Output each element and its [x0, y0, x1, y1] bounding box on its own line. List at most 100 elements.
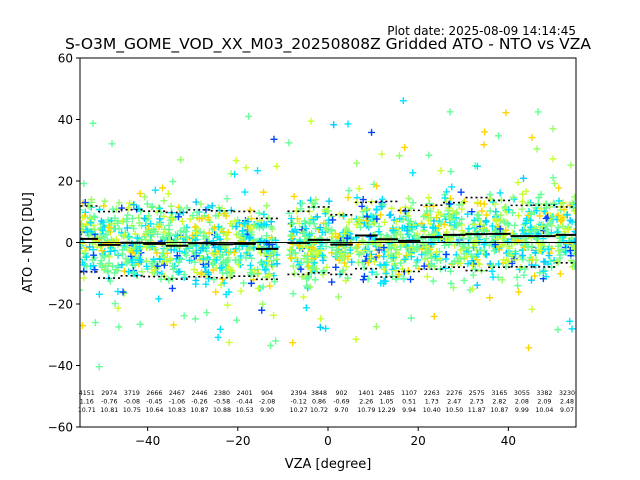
- scatter-point: [348, 258, 356, 266]
- bin-mean-label: 2.09: [537, 399, 551, 406]
- scatter-point: [508, 251, 516, 259]
- scatter-point: [237, 252, 245, 260]
- bin-mean-label: 0.86: [312, 399, 326, 406]
- scatter-point: [266, 252, 274, 260]
- scatter-point: [388, 272, 396, 280]
- scatter-point: [141, 193, 149, 201]
- scatter-point: [407, 275, 415, 283]
- scatter-point: [286, 245, 294, 253]
- scatter-point: [355, 185, 363, 193]
- scatter-point: [458, 205, 466, 213]
- scatter-point: [509, 193, 517, 201]
- scatter-point: [437, 167, 445, 175]
- scatter-point: [465, 244, 473, 252]
- scatter-point: [564, 239, 572, 247]
- scatter-point: [526, 216, 534, 224]
- bin-count-label: 2666: [146, 390, 162, 397]
- scatter-point: [80, 226, 86, 234]
- scatter-point: [428, 254, 436, 262]
- scatter-point: [297, 259, 305, 267]
- scatter-point: [100, 202, 108, 210]
- scatter-point: [359, 238, 367, 246]
- scatter-point: [267, 342, 275, 350]
- scatter-point: [225, 338, 233, 346]
- y-tick-label: −60: [48, 421, 73, 435]
- x-tick-label: −40: [135, 434, 160, 448]
- scatter-point: [486, 190, 494, 198]
- scatter-point: [339, 266, 347, 274]
- scatter-point: [237, 287, 245, 295]
- bin-mean-label: -0.76: [101, 399, 117, 406]
- scatter-point: [265, 271, 273, 279]
- scatter-point: [174, 213, 182, 221]
- scatter-point: [167, 246, 175, 254]
- scatter-point: [119, 288, 127, 296]
- scatter-point: [108, 262, 116, 270]
- scatter-point: [542, 273, 550, 281]
- scatter-point: [311, 276, 319, 284]
- scatter-point: [287, 231, 295, 239]
- scatter-point: [204, 268, 212, 276]
- scatter-point: [136, 243, 144, 251]
- bin-std-label: 9.90: [260, 407, 274, 414]
- scatter-point: [363, 213, 371, 221]
- bin-std-label: 10.04: [535, 407, 553, 414]
- scatter-point: [230, 249, 238, 257]
- scatter-point: [537, 190, 545, 198]
- scatter-point: [160, 197, 168, 205]
- scatter-point: [563, 211, 571, 219]
- scatter-point: [254, 284, 262, 292]
- scatter-point: [316, 224, 324, 232]
- scatter-point: [533, 207, 541, 215]
- scatter-point: [343, 234, 351, 242]
- scatter-point: [303, 275, 311, 283]
- scatter-point: [520, 271, 528, 279]
- y-tick-label: −40: [48, 359, 73, 373]
- scatter-point: [176, 227, 184, 235]
- scatter-point: [344, 252, 352, 260]
- scatter-point: [307, 248, 315, 256]
- scatter-point: [418, 220, 426, 228]
- scatter-point: [212, 256, 220, 264]
- scatter-point: [390, 229, 398, 237]
- scatter-point: [382, 269, 390, 277]
- bin-count-label: 1401: [358, 390, 374, 397]
- scatter-point: [469, 285, 477, 293]
- scatter-point: [182, 251, 190, 259]
- scatter-point: [178, 217, 186, 225]
- scatter-point: [524, 243, 532, 251]
- scatter-point: [514, 282, 522, 290]
- scatter-point: [406, 244, 414, 252]
- scatter-point: [150, 255, 158, 263]
- scatter-point: [441, 264, 449, 272]
- scatter-point: [473, 237, 481, 245]
- scatter-point: [136, 190, 144, 198]
- bin-std-label: 10.87: [190, 407, 208, 414]
- scatter-point: [260, 188, 268, 196]
- scatter-point: [262, 273, 270, 281]
- scatter-point: [298, 199, 306, 207]
- scatter-point: [240, 220, 248, 228]
- bin-std-label: 10.72: [310, 407, 328, 414]
- scatter-point: [496, 225, 504, 233]
- scatter-point: [532, 256, 540, 264]
- bin-mean-label: 1.73: [425, 399, 439, 406]
- scatter-point: [430, 312, 438, 320]
- scatter-point: [257, 237, 265, 245]
- scatter-point: [425, 151, 433, 159]
- scatter-point: [153, 230, 161, 238]
- scatter-point: [370, 258, 378, 266]
- scatter-point: [405, 194, 413, 202]
- scatter-point: [153, 249, 161, 257]
- scatter-point: [377, 203, 385, 211]
- scatter-point: [469, 260, 477, 268]
- scatter-point: [266, 282, 274, 290]
- scatter-point: [159, 184, 167, 192]
- scatter-point: [102, 231, 110, 239]
- scatter-point: [407, 314, 415, 322]
- bin-count-label: 2263: [424, 390, 440, 397]
- scatter-point: [381, 277, 389, 285]
- scatter-point: [199, 255, 207, 263]
- scatter-point: [218, 264, 226, 272]
- scatter-point: [309, 255, 317, 263]
